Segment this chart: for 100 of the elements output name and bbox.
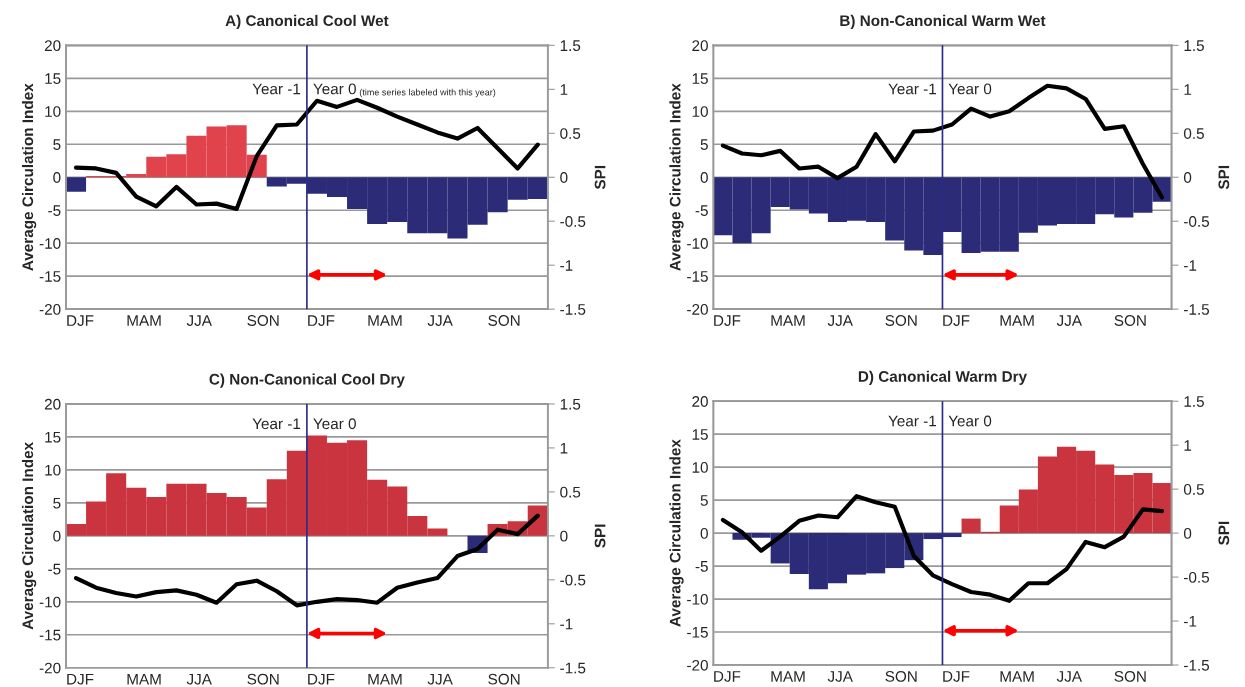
y2-tick-label: -1 xyxy=(1184,260,1197,271)
y2-tick-label: 0 xyxy=(560,172,568,183)
x-tick-label: JJA xyxy=(427,673,453,685)
x-tick-label: MAM xyxy=(127,315,161,326)
y2-axis-title: SPI xyxy=(594,165,606,190)
x-tick-label: MAM xyxy=(127,673,161,685)
x-tick-label: JJA xyxy=(827,671,853,682)
y-tick-label: -15 xyxy=(39,629,61,641)
y2-tick-label: -0.5 xyxy=(1184,571,1210,583)
y-tick-label: 15 xyxy=(45,73,61,84)
y-tick-label: 0 xyxy=(53,172,61,183)
y2-tick-label: 1 xyxy=(560,84,568,95)
x-tick-label: DJF xyxy=(943,671,970,682)
line-series xyxy=(73,97,540,211)
y-tick-label: 0 xyxy=(700,527,708,539)
x-tick-label: JJA xyxy=(827,315,853,326)
y-tick-label: -5 xyxy=(48,563,61,575)
y-tick-label: -20 xyxy=(687,659,708,671)
y-tick-label: 10 xyxy=(45,464,61,476)
y-tick-label: 20 xyxy=(44,40,61,52)
x-tick-label: SON xyxy=(247,315,279,326)
y-tick-label: 10 xyxy=(692,106,708,117)
line-series xyxy=(73,513,540,608)
y-tick-label: -15 xyxy=(687,271,708,282)
x-tick-label: DJF xyxy=(714,315,741,326)
y-tick-label: -20 xyxy=(39,304,61,315)
y2-tick-label: 0.5 xyxy=(560,486,581,498)
x-tick-label: SON xyxy=(488,673,520,685)
y2-tick-label: 0 xyxy=(1183,172,1192,183)
y-tick-label: 15 xyxy=(692,73,708,84)
y2-tick-label: -0.5 xyxy=(560,216,586,227)
x-tick-label: DJF xyxy=(67,673,94,685)
x-tick-label: SON xyxy=(885,670,917,682)
line-series xyxy=(720,83,1165,200)
y2-tick-label: -0.5 xyxy=(1184,216,1210,227)
y-tick-label: 5 xyxy=(700,495,708,506)
y2-tick-label: -1 xyxy=(1184,616,1197,627)
y2-tick-label: 0 xyxy=(560,530,568,542)
x-tick-label: SON xyxy=(488,315,520,326)
x-tick-label: JJA xyxy=(186,673,212,685)
annotation: Year 0 xyxy=(313,418,356,430)
y-tick-label: -15 xyxy=(687,627,708,638)
y2-tick-label: -1.5 xyxy=(1184,304,1210,315)
y2-tick-label: -1 xyxy=(560,618,573,630)
y2-tick-label: 1 xyxy=(1184,440,1192,451)
x-tick-label: MAM xyxy=(771,315,805,326)
x-tick-label: SON xyxy=(885,315,917,326)
x-tick-label: DJF xyxy=(943,315,970,326)
annotation: Year -1 xyxy=(252,418,301,430)
annotation: Year -1 xyxy=(252,83,301,95)
x-tick-label: MAM xyxy=(771,671,805,682)
y2-axis-title: SPI xyxy=(594,524,606,548)
y-tick-label: 20 xyxy=(44,398,61,410)
y-tick-label: 20 xyxy=(692,396,708,407)
y2-tick-label: 0 xyxy=(1183,527,1192,539)
y-tick-label: 0 xyxy=(53,530,61,542)
annotation: Year -1 xyxy=(888,83,936,95)
y-tick-label: 15 xyxy=(45,431,61,443)
x-tick-label: SON xyxy=(1114,315,1146,326)
y-axis-title: Average Circulation Index xyxy=(21,442,37,630)
y-axis-title: Average Circulation Index xyxy=(669,83,684,271)
chart-title: A) Canonical Cool Wet xyxy=(225,14,389,30)
y2-axis-title: SPI xyxy=(1218,165,1230,190)
y-axis-title: Average Circulation Index xyxy=(669,439,684,627)
y-tick-label: 5 xyxy=(53,139,61,150)
annotation: Year 0 xyxy=(313,83,356,95)
x-tick-label: MAM xyxy=(1000,315,1034,326)
chart-title: C) Non-Canonical Cool Dry xyxy=(209,373,405,388)
y2-tick-label: 1.5 xyxy=(1184,40,1204,52)
x-tick-label: DJF xyxy=(308,673,335,685)
y-tick-label: 10 xyxy=(45,106,61,117)
y-tick-label: -5 xyxy=(48,205,61,216)
x-tick-label: MAM xyxy=(368,315,402,326)
y2-tick-label: -1 xyxy=(560,260,573,271)
annotation: Year -1 xyxy=(888,415,936,427)
y-tick-label: 15 xyxy=(692,429,708,440)
y-tick-label: 5 xyxy=(700,139,708,150)
y-tick-label: 20 xyxy=(692,40,708,52)
y2-tick-label: 1 xyxy=(560,442,568,454)
y-tick-label: -10 xyxy=(39,238,61,249)
x-tick-label: JJA xyxy=(1056,315,1082,326)
y2-tick-label: -1.5 xyxy=(560,304,586,315)
y2-tick-label: 1.5 xyxy=(1184,396,1204,407)
y-tick-label: -20 xyxy=(39,662,61,674)
chart-title: D) Canonical Warm Dry xyxy=(858,370,1027,385)
y2-tick-label: 0.5 xyxy=(560,128,581,139)
chart-title: B) Non-Canonical Warm Wet xyxy=(840,14,1046,30)
y2-tick-label: -0.5 xyxy=(560,574,586,586)
y-tick-label: -10 xyxy=(39,596,61,608)
y-tick-label: 5 xyxy=(53,497,61,509)
x-tick-label: DJF xyxy=(714,671,741,682)
y2-tick-label: 1.5 xyxy=(560,398,581,410)
y2-tick-label: 1.5 xyxy=(560,40,581,52)
y-tick-label: 10 xyxy=(692,462,708,473)
y-tick-label: -15 xyxy=(39,271,61,282)
annotation: Year 0 xyxy=(948,415,992,427)
x-tick-label: JJA xyxy=(427,315,453,326)
y-tick-label: -10 xyxy=(687,238,708,249)
y2-tick-label: 1 xyxy=(1184,84,1192,95)
y2-tick-label: -1.5 xyxy=(1184,660,1210,671)
